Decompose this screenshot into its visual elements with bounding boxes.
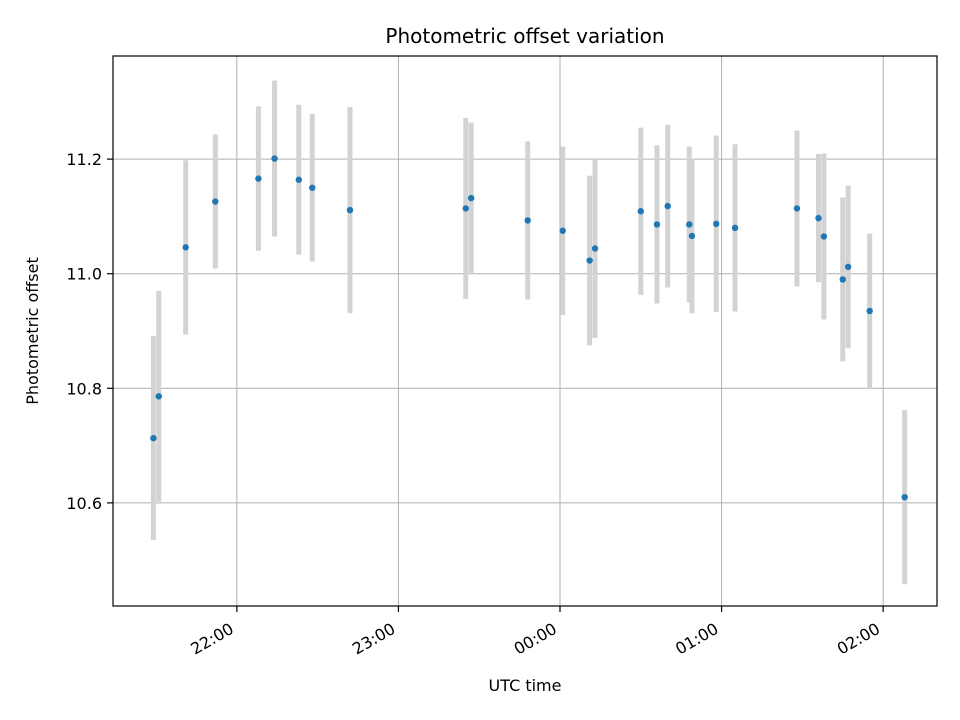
- data-point: [712, 220, 720, 228]
- y-tick-label: 11.0: [66, 265, 102, 284]
- data-point: [653, 221, 661, 228]
- data-point: [686, 221, 693, 228]
- data-point: [664, 202, 671, 210]
- data-point: [346, 206, 354, 214]
- error-bars: [150, 80, 908, 585]
- data-point: [815, 214, 822, 222]
- plot-frame: [112, 55, 938, 607]
- chart-title: Photometric offset variation: [385, 24, 664, 48]
- data-point: [255, 175, 262, 182]
- data-point: [150, 434, 157, 442]
- data-point: [182, 244, 189, 251]
- data-point: [820, 233, 828, 240]
- x-tick-label: 23:00: [349, 619, 398, 659]
- data-point: [637, 208, 644, 215]
- data-point: [271, 155, 278, 162]
- data-point: [844, 263, 852, 271]
- data-point: [591, 245, 599, 252]
- data-point: [793, 205, 801, 212]
- grid: [113, 56, 937, 606]
- data-point: [295, 176, 303, 183]
- x-tick-label: 01:00: [672, 619, 721, 659]
- x-tick-label: 02:00: [834, 619, 883, 659]
- data-point: [688, 232, 696, 240]
- data-point: [839, 276, 846, 283]
- y-tick-label: 11.2: [66, 150, 102, 169]
- data-point: [731, 224, 739, 232]
- x-axis-label: UTC time: [489, 676, 562, 695]
- data-point: [866, 307, 873, 315]
- x-tick-label: 22:00: [187, 619, 236, 659]
- data-points: [150, 155, 908, 501]
- data-point: [212, 198, 219, 205]
- data-point: [901, 493, 908, 501]
- data-point: [462, 205, 469, 212]
- data-point: [309, 184, 316, 191]
- y-tick-label: 10.6: [66, 494, 102, 513]
- data-point: [155, 393, 162, 400]
- y-tick-label: 10.8: [66, 379, 102, 398]
- data-point: [524, 217, 531, 224]
- x-tick-label: 00:00: [511, 619, 560, 659]
- y-axis-label: Photometric offset: [23, 257, 42, 405]
- data-point: [586, 257, 593, 264]
- data-point: [467, 194, 475, 202]
- data-point: [559, 227, 566, 234]
- ticks: 10.6 10.8 11.0 11.2 22:00 23:00 00:00 01:00 02:0…: [66, 150, 884, 659]
